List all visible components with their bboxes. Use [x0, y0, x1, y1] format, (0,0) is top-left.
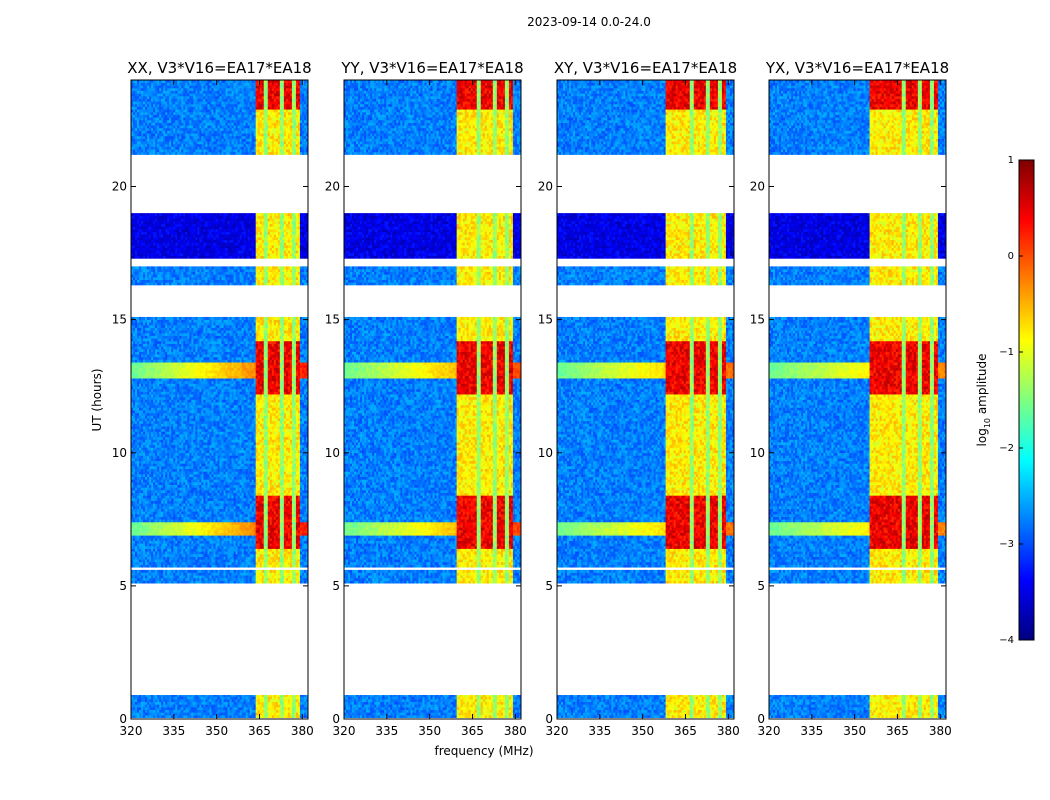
heatmap-cells — [131, 80, 308, 718]
figure-suptitle: 2023-09-14 0.0-24.0 — [527, 15, 651, 29]
figure: 2023-09-14 0.0-24.0 XX, V3*V16=EA17*EA18… — [0, 0, 1050, 800]
panel-title: XX, V3*V16=EA17*EA18 — [127, 59, 311, 77]
